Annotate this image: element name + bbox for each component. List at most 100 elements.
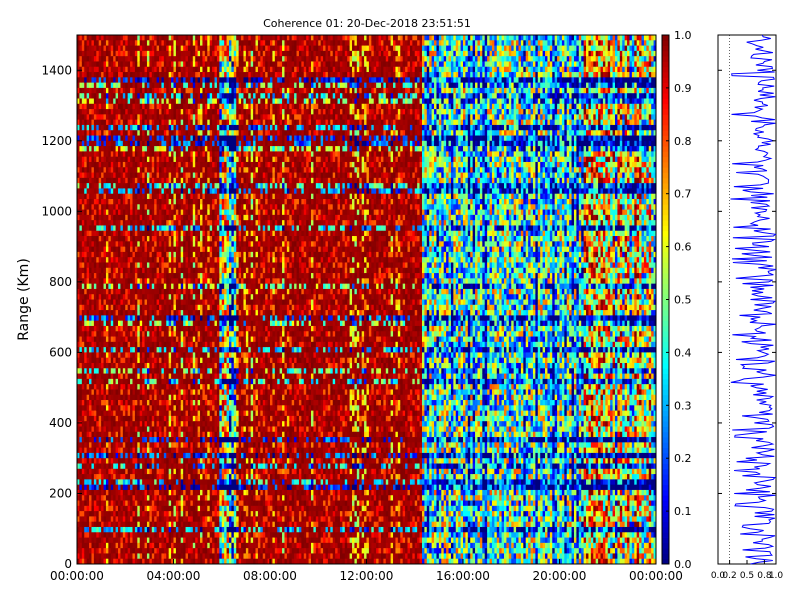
heatmap-cell <box>166 526 170 533</box>
heatmap-cell <box>151 315 155 322</box>
heatmap-cell <box>81 458 85 464</box>
heatmap-cell <box>77 262 80 269</box>
heatmap-cell <box>166 103 170 110</box>
heatmap-cell <box>173 236 177 242</box>
heatmap-cell <box>151 209 155 216</box>
heatmap-cell <box>149 130 153 136</box>
heatmap-cell <box>146 315 150 322</box>
heatmap-cell <box>161 362 165 369</box>
heatmap-cell <box>125 474 129 480</box>
heatmap-cell <box>105 384 109 390</box>
heatmap-cell <box>161 331 165 337</box>
heatmap-cell <box>105 146 109 152</box>
heatmap-cell <box>192 389 196 396</box>
heatmap-cell <box>146 209 150 216</box>
heatmap-cell <box>156 516 160 523</box>
heatmap-cell <box>146 204 150 210</box>
heatmap-cell <box>195 82 199 89</box>
heatmap-cell <box>178 283 182 290</box>
heatmap-cell <box>146 130 150 136</box>
heatmap-cell <box>115 400 119 406</box>
heatmap-cell <box>171 241 174 247</box>
heatmap-cell <box>187 558 191 565</box>
heatmap-cell <box>185 225 189 232</box>
heatmap-cell <box>137 548 141 554</box>
heatmap-cell <box>125 209 129 216</box>
heatmap-cell <box>137 373 141 380</box>
heatmap-cell <box>168 193 172 200</box>
heatmap-cell <box>159 220 162 226</box>
heatmap-cell <box>178 495 182 501</box>
heatmap-cell <box>89 119 92 126</box>
heatmap-cell <box>195 40 199 46</box>
heatmap-cell <box>180 66 184 73</box>
heatmap-cell <box>142 331 145 337</box>
heatmap-cell <box>77 516 80 523</box>
heatmap-cell <box>105 140 109 147</box>
heatmap-cell <box>173 119 177 126</box>
heatmap-cell <box>96 331 100 337</box>
heatmap-cell <box>89 114 92 121</box>
heatmap-cell <box>185 521 189 528</box>
heatmap-cell <box>113 410 116 417</box>
heatmap-cell <box>195 278 199 285</box>
heatmap-cell <box>134 209 138 216</box>
heatmap-cell <box>108 183 112 189</box>
heatmap-cell <box>127 114 131 121</box>
heatmap-cell <box>144 500 148 507</box>
heatmap-cell <box>93 468 97 475</box>
heatmap-cell <box>93 230 97 237</box>
heatmap-cell <box>120 458 124 464</box>
heatmap-cell <box>195 288 199 295</box>
heatmap-cell <box>98 558 102 565</box>
heatmap-cell <box>98 204 102 210</box>
heatmap-cell <box>171 352 174 359</box>
heatmap-cell <box>185 537 189 544</box>
heatmap-cell <box>103 405 107 411</box>
heatmap-cell <box>130 220 133 226</box>
heatmap-cell <box>101 511 104 517</box>
heatmap-cell <box>113 87 116 94</box>
heatmap-cell <box>163 437 167 443</box>
heatmap-cell <box>190 188 194 195</box>
heatmap-cell <box>105 537 109 544</box>
heatmap-cell <box>156 558 160 565</box>
heatmap-cell <box>98 447 102 454</box>
heatmap-cell <box>134 548 138 554</box>
heatmap-cell <box>154 241 158 247</box>
heatmap-cell <box>144 511 148 517</box>
heatmap-cell <box>178 463 182 470</box>
heatmap-cell <box>130 236 133 242</box>
heatmap-cell <box>122 156 126 163</box>
heatmap-cell <box>161 77 165 84</box>
heatmap-cell <box>185 50 189 57</box>
heatmap-cell <box>120 193 124 200</box>
heatmap-cell <box>146 103 150 110</box>
heatmap-cell <box>139 246 143 253</box>
heatmap-cell <box>84 378 88 385</box>
heatmap-cell <box>122 257 126 263</box>
heatmap-cell <box>137 209 141 216</box>
heatmap-cell <box>93 225 97 232</box>
heatmap-cell <box>113 553 116 560</box>
heatmap-cell <box>173 410 177 417</box>
heatmap-cell <box>178 452 182 459</box>
heatmap-cell <box>190 283 194 290</box>
heatmap-cell <box>185 505 189 512</box>
heatmap-cell <box>86 315 90 322</box>
heatmap-cell <box>166 140 170 147</box>
heatmap-cell <box>120 505 124 512</box>
heatmap-cell <box>142 299 145 306</box>
heatmap-cell <box>185 183 189 189</box>
heatmap-cell <box>122 50 126 57</box>
heatmap-cell <box>130 177 133 184</box>
heatmap-cell <box>159 405 162 411</box>
heatmap-cell <box>98 331 102 337</box>
heatmap-cell <box>113 558 116 565</box>
heatmap-cell <box>137 288 141 295</box>
heatmap-cell <box>173 273 177 279</box>
heatmap-cell <box>132 45 136 52</box>
heatmap-cell <box>132 172 136 179</box>
heatmap-cell <box>154 468 158 475</box>
heatmap-cell <box>175 500 179 507</box>
